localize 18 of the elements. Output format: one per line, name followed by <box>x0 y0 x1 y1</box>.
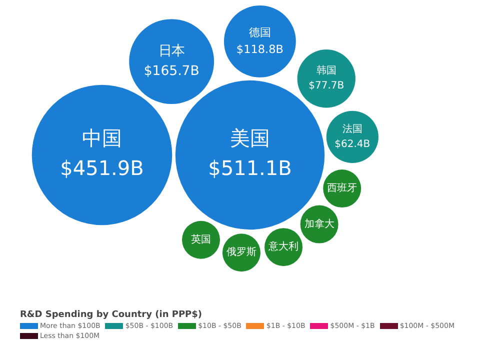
category-label: 英国 <box>191 233 211 246</box>
category-label: 美国 <box>230 126 270 150</box>
data-label: $165.7B <box>144 64 200 79</box>
category-label: 日本 <box>158 44 185 60</box>
category-label: 意大利 <box>268 240 299 253</box>
text: R&D Spending by Country (in PPP$) <box>20 310 204 320</box>
data-label: $451.9B <box>60 156 144 180</box>
category-label: 西班牙 <box>327 182 358 194</box>
category-label: 法国 <box>342 123 362 136</box>
data-label: $62.4B <box>334 139 370 150</box>
category-label: 德国 <box>248 26 271 39</box>
data-label: $118.8B <box>236 42 284 56</box>
category-label: 加拿大 <box>304 218 334 230</box>
category-label: 俄罗斯 <box>226 246 256 258</box>
data-label: $77.7B <box>308 80 344 92</box>
category-label: 韩国 <box>316 64 336 77</box>
category-label: 中国 <box>82 126 122 150</box>
data-label: $511.1B <box>208 156 292 180</box>
